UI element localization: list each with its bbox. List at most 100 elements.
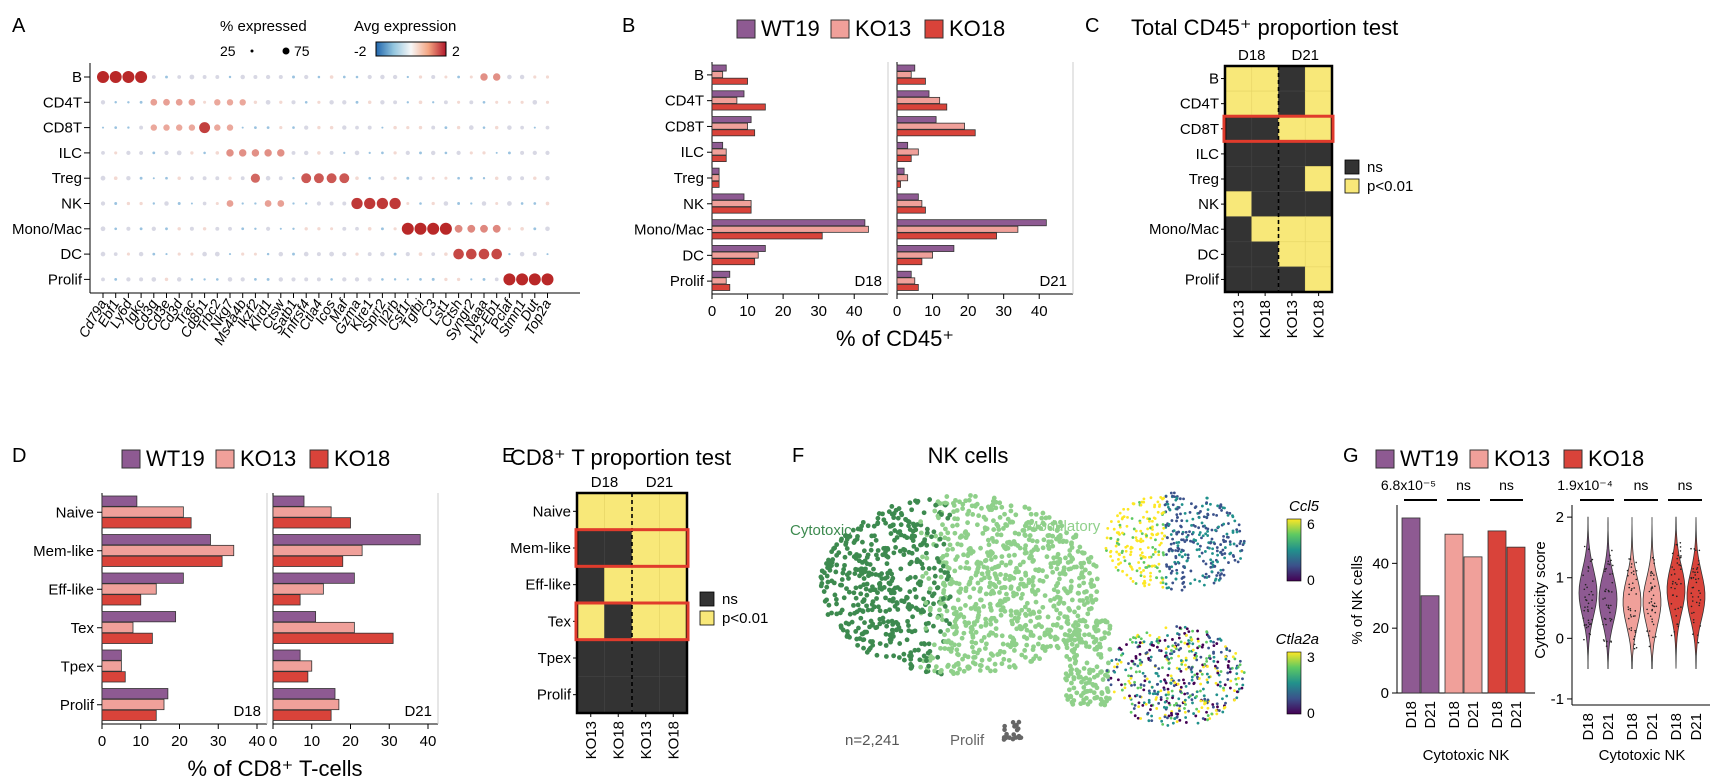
nk-cell-point <box>982 646 988 651</box>
feature-point <box>1161 551 1165 555</box>
feature-point <box>1123 686 1127 690</box>
feature-point <box>1113 665 1116 669</box>
dotplot-dot <box>305 202 308 205</box>
nk-cell-point <box>1095 627 1101 633</box>
nk-cell-point <box>844 634 850 639</box>
panel-g-violin-point <box>1651 572 1654 575</box>
panel-d-x-axis-title: % of CD8⁺ T-cells <box>187 756 362 780</box>
feature-point <box>1166 724 1170 727</box>
feature-point <box>1176 560 1180 564</box>
nk-cell-point <box>955 541 961 547</box>
dotplot-dot <box>367 226 372 231</box>
dotplot-dot <box>189 226 194 231</box>
nk-cell-point <box>1075 590 1081 596</box>
feature-point <box>1129 666 1133 670</box>
dotplot-dot <box>495 151 498 154</box>
feature-point <box>1141 671 1145 675</box>
feature-point <box>1164 525 1168 529</box>
panel-d-bar-wt19 <box>101 534 211 546</box>
panel-b-bar-ko13 <box>896 71 912 79</box>
feature-point <box>1235 528 1239 531</box>
dotplot-dot <box>317 151 321 155</box>
dotplot-dot <box>317 75 321 79</box>
dotplot-dot <box>456 125 461 130</box>
nk-cell-point <box>1012 648 1017 653</box>
feature-point <box>1192 540 1196 544</box>
nk-cell-point <box>1035 547 1041 553</box>
feature-point <box>1153 550 1157 554</box>
panel-g-bar-x-label: D18 <box>1403 701 1420 729</box>
feature-point <box>1137 705 1141 709</box>
feature-point <box>1120 683 1123 687</box>
nk-cell-point <box>944 576 950 582</box>
nk-cell-point <box>1024 600 1030 606</box>
nk-cell-point <box>960 506 966 511</box>
panel-c-cell <box>1278 216 1306 243</box>
dotplot-dot <box>114 101 117 104</box>
panel-g-violin-pvalue: 1.9x10⁻⁴ <box>1557 477 1612 493</box>
feature-point <box>1128 696 1132 700</box>
nk-cell-point <box>923 570 929 576</box>
panel-g-violin-point <box>1629 614 1632 616</box>
panel-g-violin-point <box>1651 556 1654 559</box>
dotplot-dot <box>520 100 524 104</box>
panel-g-swatch-ko13 <box>1469 449 1489 469</box>
feature-point <box>1155 707 1159 710</box>
dotplot-dot <box>516 273 529 286</box>
panel-g-violin-point <box>1650 589 1652 591</box>
feature-point <box>1202 694 1206 698</box>
feature-point <box>1117 520 1120 524</box>
panel-b-bar-ko13 <box>711 122 748 130</box>
panel-b-bar-wt19 <box>711 270 731 278</box>
feature-point <box>1169 491 1173 495</box>
panel-d-category-label: Prolif <box>60 697 95 714</box>
panel-d-bar-wt19 <box>101 611 177 623</box>
feature-point <box>1206 527 1210 531</box>
feature-point <box>1183 540 1187 544</box>
panel-g-violin-point <box>1587 602 1590 605</box>
panel-g-violin-point <box>1633 573 1635 576</box>
nk-cell-point <box>1079 564 1085 570</box>
feature-point <box>1157 667 1161 671</box>
nk-cell-point <box>938 567 944 573</box>
feature-point <box>1235 672 1239 676</box>
panel-b-label-wt19: WT19 <box>761 16 820 41</box>
feature-point <box>1186 691 1189 695</box>
nk-cell-point <box>1001 543 1006 549</box>
feature-point <box>1163 534 1166 538</box>
panel-g-violin-point <box>1674 587 1676 590</box>
dotplot-dot <box>507 125 512 130</box>
panel-e-row-label: Mem-like <box>510 540 571 557</box>
feature-point <box>1167 522 1171 526</box>
nk-cell-point <box>1047 525 1053 531</box>
dotplot-dot <box>292 202 295 205</box>
feature-point <box>1235 682 1239 686</box>
feature-point <box>1141 703 1145 707</box>
panel-g-violin-point <box>1674 581 1677 584</box>
panel-d-bar-wt19 <box>101 688 169 700</box>
nk-cell-point <box>1014 565 1019 571</box>
dotplot-dot <box>292 252 295 256</box>
panel-e-title: CD8⁺ T proportion test <box>510 445 731 470</box>
panel-g-violin-point <box>1587 567 1590 569</box>
nk-cell-point <box>991 495 997 501</box>
feature-point <box>1144 651 1148 655</box>
nk-cell-point <box>1080 550 1086 556</box>
nk-cell-point <box>1013 641 1019 647</box>
nk-cell-point <box>951 611 957 617</box>
nk-cell-point <box>955 670 960 676</box>
nk-cell-point <box>841 595 847 601</box>
feature-point <box>1162 511 1165 514</box>
nk-cell-point <box>976 513 982 519</box>
nk-cell-point <box>826 557 831 563</box>
nk-cell-point <box>860 539 865 545</box>
dotplot-dot <box>292 75 295 79</box>
nk-cell-point <box>985 570 990 575</box>
feature-point <box>1156 645 1159 649</box>
nk-cell-point <box>919 542 925 548</box>
nk-cell-point <box>877 621 883 627</box>
feature-point <box>1118 523 1122 527</box>
panel-c-cell <box>1224 191 1253 217</box>
feature-point <box>1235 666 1238 670</box>
dotplot-dot <box>279 100 283 104</box>
